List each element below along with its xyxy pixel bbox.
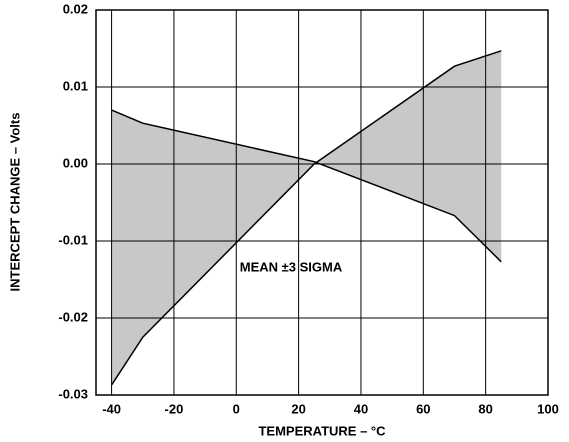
x-tick-label: 40 <box>354 401 368 416</box>
y-axis-label: INTERCEPT CHANGE – Volts <box>7 113 22 292</box>
x-tick-label: -20 <box>165 401 184 416</box>
series-line <box>111 109 502 263</box>
x-tick-label: 80 <box>478 401 492 416</box>
y-tick-label: -0.03 <box>58 386 88 401</box>
x-tick-label: 100 <box>537 401 559 416</box>
x-tick-label: 0 <box>233 401 240 416</box>
plot-frame <box>95 9 549 396</box>
x-axis-label: TEMPERATURE – °C <box>258 423 386 438</box>
y-tick-label: 0.00 <box>63 155 88 170</box>
annotation: MEAN ±3 SIGMA <box>240 259 343 274</box>
y-tick-label: -0.02 <box>58 309 88 324</box>
series-line <box>110 50 502 386</box>
x-tick-label: 20 <box>291 401 305 416</box>
y-tick-label: 0.01 <box>63 78 88 93</box>
x-tick-label: 60 <box>416 401 430 416</box>
y-tick-label: 0.02 <box>63 1 88 16</box>
sigma-band <box>111 50 502 385</box>
y-tick-label: -0.01 <box>58 232 88 247</box>
x-tick-label: -40 <box>102 401 121 416</box>
